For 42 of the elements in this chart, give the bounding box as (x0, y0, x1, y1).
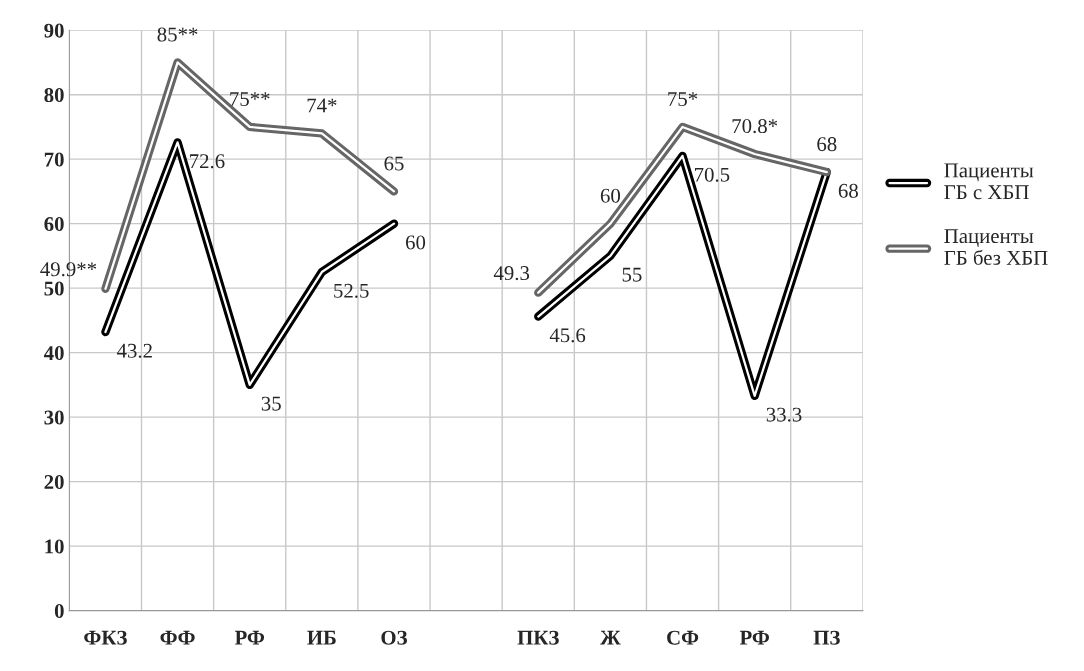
legend-label: Пациенты ГБ без ХБП (944, 229, 1048, 265)
x-tick-label: ИБ (307, 630, 336, 645)
x-tick-label: ФКЗ (84, 630, 127, 645)
x-tick-label: ОЗ (381, 630, 408, 645)
data-label: 72.6 (190, 154, 225, 169)
y-tick-label: 20 (44, 475, 64, 490)
data-label: 52.5 (334, 283, 369, 298)
x-tick-label: ПКЗ (517, 630, 559, 645)
y-tick-label: 70 (44, 152, 64, 167)
data-label: 49.3 (493, 266, 530, 281)
x-tick-label: РФ (234, 630, 265, 645)
data-label: 68 (838, 183, 858, 198)
data-label: 55 (622, 267, 642, 282)
data-label: 85** (157, 27, 198, 42)
legend-label: Пациенты ГБ с ХБП (944, 163, 1034, 200)
data-label: 45.6 (549, 328, 586, 343)
data-label: 74* (307, 98, 337, 113)
y-tick-label: 50 (44, 281, 64, 296)
x-tick-label: СФ (667, 630, 699, 645)
data-label: 75* (668, 92, 698, 107)
y-tick-label: 0 (54, 603, 64, 619)
data-label: 70.8* (732, 119, 778, 134)
data-label: 75** (230, 92, 270, 107)
y-tick-label: 40 (43, 346, 64, 361)
y-tick-label: 30 (44, 410, 64, 425)
x-tick-label: Ж (600, 630, 621, 645)
x-tick-label: ФФ (160, 630, 195, 645)
data-label: 70.5 (695, 167, 730, 182)
data-label: 33.3 (766, 407, 802, 422)
y-tick-label: 60 (44, 217, 64, 232)
data-label: 60 (405, 235, 426, 250)
y-tick-label: 80 (44, 88, 64, 103)
y-tick-label: 90 (44, 23, 64, 38)
data-label: 60 (600, 188, 621, 203)
data-label: 65 (384, 156, 404, 171)
data-label: 43.2 (116, 343, 152, 358)
data-label: 49.9** (40, 262, 97, 277)
y-tick-label: 10 (45, 539, 64, 554)
x-tick-label: ПЗ (813, 630, 840, 645)
data-label: 68 (817, 137, 837, 152)
data-label: 35 (261, 396, 281, 411)
x-tick-label: РФ (739, 630, 769, 645)
